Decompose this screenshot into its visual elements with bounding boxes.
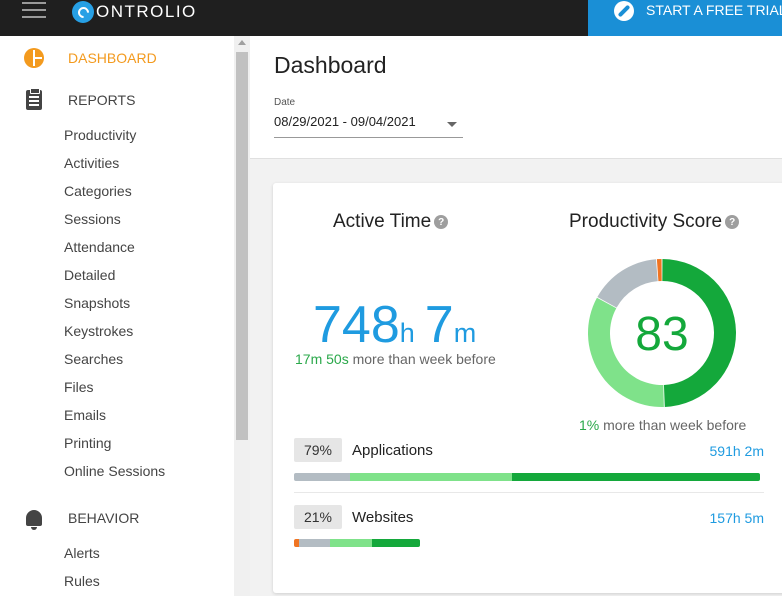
bar-segment — [298, 539, 330, 547]
sidebar-item-searches[interactable]: Searches — [64, 351, 124, 367]
donut-segment-neutral — [597, 259, 658, 308]
active-time-title: Active Time ? — [333, 211, 449, 233]
scrollbar-thumb[interactable] — [236, 52, 248, 440]
logo[interactable]: ONTROLIO — [72, 0, 197, 24]
sidebar-item-attendance[interactable]: Attendance — [64, 239, 135, 255]
hamburger-menu-icon[interactable] — [22, 2, 46, 20]
sidebar-item-detailed[interactable]: Detailed — [64, 267, 116, 283]
active-time-hours: 748 — [313, 296, 400, 354]
websites-label[interactable]: Websites — [352, 509, 414, 526]
sidebar-item-files[interactable]: Files — [64, 379, 94, 395]
scroll-up-arrow-icon[interactable] — [238, 40, 246, 45]
sidebar-section-label: DASHBOARD — [68, 50, 157, 66]
clipboard-icon — [26, 88, 42, 110]
row-divider — [294, 492, 764, 493]
productivity-score-value: 83 — [635, 308, 688, 361]
sidebar-item-categories[interactable]: Categories — [64, 183, 132, 199]
active-time-compare-value: 17m 50s — [295, 351, 349, 367]
donut-segment-unproductive — [656, 259, 662, 282]
sidebar-scrollbar[interactable] — [234, 36, 250, 596]
compass-icon — [614, 1, 634, 21]
applications-label[interactable]: Applications — [352, 442, 433, 459]
active-time-minutes-unit: m — [453, 318, 477, 348]
bar-segment — [372, 539, 420, 547]
applications-progress-bar — [294, 473, 760, 481]
productivity-compare-value: 1% — [579, 417, 600, 433]
sidebar-section-label: BEHAVIOR — [68, 510, 140, 526]
sidebar-item-activities[interactable]: Activities — [64, 155, 120, 171]
sidebar-item-emails[interactable]: Emails — [64, 407, 107, 423]
productivity-compare-text: more than week before — [603, 417, 747, 433]
sidebar-section-label: REPORTS — [68, 92, 136, 108]
active-time-compare: 17m 50s more than week before — [295, 351, 496, 367]
bar-segment — [511, 473, 760, 481]
help-icon[interactable]: ? — [434, 215, 449, 229]
top-bar: ONTROLIO START A FREE TRIAL — [0, 0, 782, 36]
date-range-select[interactable]: 08/29/2021 - 09/04/2021 — [274, 114, 463, 138]
dashboard-icon — [24, 48, 44, 68]
page-title: Dashboard — [274, 52, 387, 78]
active-time-hours-unit: h — [399, 318, 415, 348]
main-header: Dashboard Date 08/29/2021 - 09/04/2021 — [250, 36, 782, 159]
sidebar-item-printing[interactable]: Printing — [64, 435, 112, 451]
productivity-score-title: Productivity Score ? — [569, 211, 740, 233]
help-icon[interactable]: ? — [725, 215, 740, 229]
donut-segment-neutral-productive — [588, 297, 664, 407]
sidebar-item-productivity[interactable]: Productivity — [64, 127, 137, 143]
dashboard-card: Active Time ? 748h 7m 17m 50s more than w… — [273, 183, 782, 593]
productivity-donut-chart: 83 — [588, 259, 737, 407]
bar-segment — [350, 473, 512, 481]
active-time-title-text: Active Time — [333, 211, 432, 232]
donut-segment-productive — [662, 259, 737, 407]
bar-segment — [294, 539, 299, 547]
logo-c-icon — [72, 1, 94, 23]
websites-percent-badge: 21% — [294, 505, 342, 529]
sidebar-item-sessions[interactable]: Sessions — [64, 211, 121, 227]
sidebar-item-online-sessions[interactable]: Online Sessions — [64, 463, 166, 479]
date-range-value: 08/29/2021 - 09/04/2021 — [274, 114, 416, 129]
sidebar-section-behavior[interactable]: BEHAVIOR — [0, 503, 234, 533]
sidebar-item-rules[interactable]: Rules — [64, 573, 100, 589]
start-free-trial-button[interactable]: START A FREE TRIAL — [588, 0, 782, 36]
websites-progress-bar — [294, 539, 420, 547]
chevron-down-icon — [447, 122, 457, 127]
applications-percent-badge: 79% — [294, 438, 342, 462]
productivity-compare: 1% more than week before — [579, 417, 746, 433]
bell-icon — [26, 510, 42, 530]
active-time-minutes: 7 — [424, 296, 454, 354]
sidebar-item-snapshots[interactable]: Snapshots — [64, 295, 131, 311]
sidebar-section-dashboard[interactable]: DASHBOARD — [0, 43, 234, 73]
productivity-score-title-text: Productivity Score — [569, 211, 723, 232]
sidebar-section-reports[interactable]: REPORTS — [0, 85, 234, 115]
sidebar-item-alerts[interactable]: Alerts — [64, 545, 100, 561]
bar-segment — [329, 539, 373, 547]
applications-time: 591h 2m — [709, 443, 764, 459]
trial-button-label: START A FREE TRIAL — [646, 2, 782, 18]
sidebar-item-keystrokes[interactable]: Keystrokes — [64, 323, 134, 339]
bar-segment — [294, 473, 351, 481]
sidebar: DASHBOARD REPORTS Productivity Activitie… — [0, 36, 234, 596]
websites-time: 157h 5m — [709, 510, 764, 526]
active-time-value: 748h 7m — [313, 295, 486, 355]
date-label: Date — [274, 97, 296, 108]
active-time-compare-text: more than week before — [352, 351, 496, 367]
logo-text: ONTROLIO — [96, 2, 197, 21]
